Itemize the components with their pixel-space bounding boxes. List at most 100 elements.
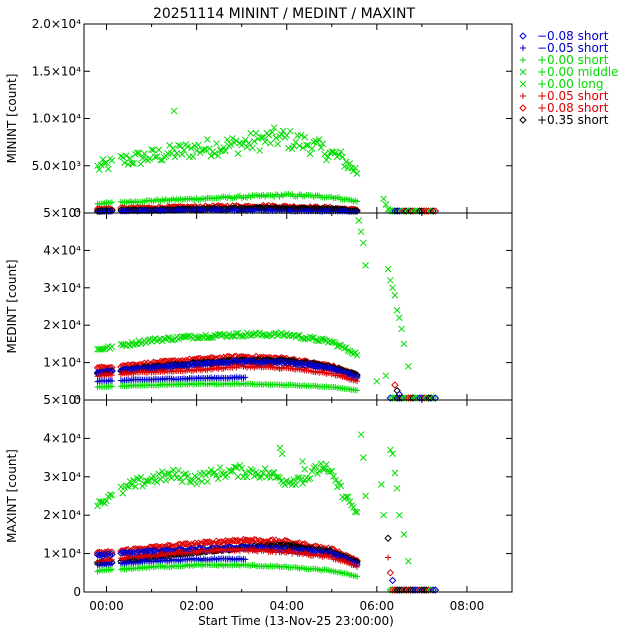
data-point <box>308 467 316 475</box>
data-point <box>162 476 170 484</box>
data-point <box>204 478 211 485</box>
data-point <box>108 491 116 499</box>
data-point <box>202 471 209 479</box>
data-point <box>332 477 339 484</box>
data-point <box>200 146 208 154</box>
data-point <box>229 332 237 340</box>
data-point <box>398 325 405 333</box>
data-point <box>132 340 139 348</box>
data-point <box>350 503 357 511</box>
data-point <box>155 470 163 478</box>
data-point <box>274 140 282 148</box>
data-point <box>245 139 253 147</box>
data-point <box>150 335 157 343</box>
data-point <box>384 265 392 273</box>
data-point <box>391 291 399 299</box>
data-point <box>319 140 327 148</box>
y-tick-label: 4×10⁴ <box>43 243 81 257</box>
data-point <box>350 167 357 175</box>
data-point <box>431 207 440 215</box>
data-point <box>249 144 256 152</box>
data-point <box>214 475 222 482</box>
data-point <box>193 480 200 488</box>
data-point <box>385 554 392 561</box>
data-point <box>178 151 186 158</box>
data-point <box>159 468 166 475</box>
data-point <box>303 141 310 149</box>
data-point <box>104 165 112 173</box>
data-point <box>108 157 116 164</box>
data-point <box>133 149 141 157</box>
data-point <box>393 306 401 314</box>
data-point <box>108 548 116 556</box>
data-point <box>133 361 141 370</box>
legend-label: +0.05 short <box>537 89 609 103</box>
panel-minint: 0 5.0×10³ 1.0×10⁴ 1.5×10⁴ 2.0×10⁴ MININT [cou… <box>5 17 513 220</box>
data-point <box>243 473 251 481</box>
data-point <box>354 198 361 205</box>
data-point <box>155 336 163 344</box>
series-0 <box>94 124 361 177</box>
chart-title: 20251114 MININT / MEDINT / MAXINT <box>153 6 415 22</box>
x-axis-label: Start Time (13-Nov-25 23:00:00) <box>198 614 394 628</box>
data-point <box>362 262 369 269</box>
data-point <box>223 136 231 144</box>
data-point <box>256 147 264 154</box>
series-4 <box>94 545 361 570</box>
data-point <box>337 148 345 156</box>
legend-entry: +0.35 short <box>519 113 609 127</box>
data-point <box>194 354 203 363</box>
data-point <box>160 335 168 343</box>
legend-marker <box>519 116 527 124</box>
y-tick-label: 3×10⁴ <box>43 470 81 484</box>
data-point <box>297 334 305 342</box>
data-point <box>384 534 392 542</box>
series-0 <box>94 460 361 516</box>
legend-entry: +0.00 middle <box>519 65 619 79</box>
legend-label: +0.08 short <box>537 101 609 115</box>
data-point <box>429 207 437 215</box>
data-point <box>124 482 132 490</box>
data-point <box>306 150 314 158</box>
x-tick-label: 04:00 <box>269 599 304 613</box>
y-tick-label: 1.5×10⁴ <box>32 64 81 78</box>
data-point <box>232 463 240 471</box>
data-point <box>279 331 287 339</box>
data-point <box>195 475 202 483</box>
data-point <box>400 531 408 538</box>
data-point <box>243 143 251 151</box>
data-point <box>305 475 312 483</box>
data-point <box>312 462 319 470</box>
data-point <box>267 474 274 481</box>
data-point <box>267 139 274 147</box>
y-tick-label: 0 <box>73 585 81 599</box>
data-point <box>354 378 361 385</box>
data-point <box>180 471 188 478</box>
legend-entry: +0.00 long <box>519 77 604 91</box>
data-point <box>241 469 249 477</box>
data-point <box>312 336 319 344</box>
data-point <box>255 536 264 545</box>
data-point <box>150 146 157 154</box>
data-point <box>323 156 330 164</box>
data-point <box>231 463 238 471</box>
data-point <box>270 124 278 132</box>
data-point <box>150 472 157 480</box>
data-point <box>429 394 437 402</box>
series-5 <box>94 555 249 569</box>
data-point <box>227 467 235 475</box>
data-point <box>122 152 130 160</box>
data-point <box>303 334 310 342</box>
data-point <box>103 497 110 505</box>
data-point <box>382 372 390 380</box>
data-point <box>382 201 390 208</box>
data-point <box>165 541 174 550</box>
data-point <box>247 332 255 340</box>
data-point <box>169 466 177 474</box>
data-point <box>276 444 284 452</box>
data-point <box>108 566 115 573</box>
data-point <box>234 150 242 157</box>
legend-marker <box>520 93 526 99</box>
data-point <box>256 474 264 482</box>
data-point <box>308 145 316 152</box>
